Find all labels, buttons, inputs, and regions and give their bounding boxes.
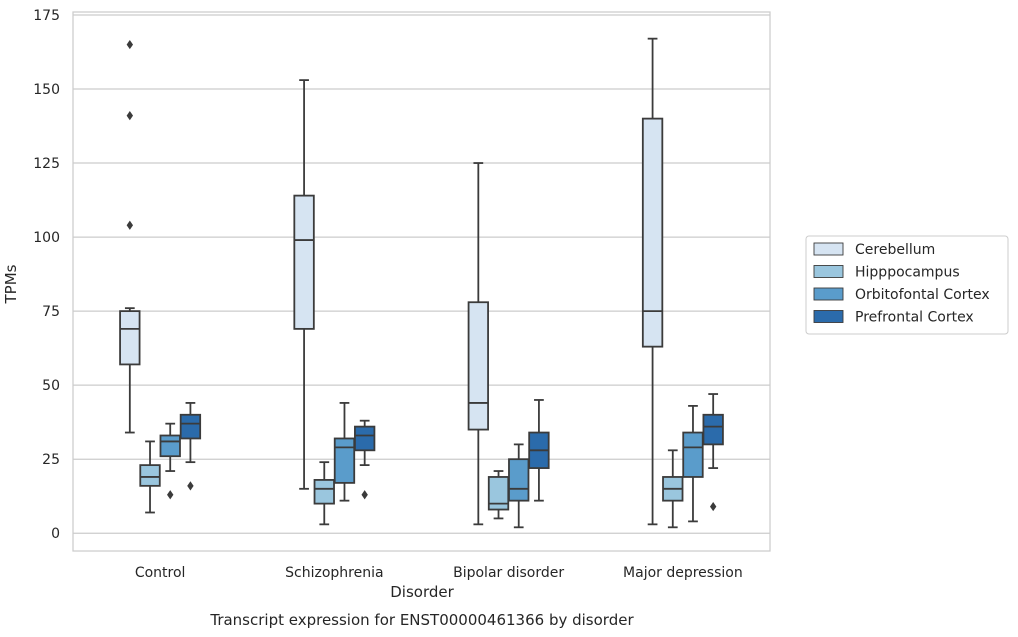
box-groups — [119, 37, 724, 529]
box-2-0 — [467, 162, 489, 526]
box-2-3 — [528, 399, 550, 502]
x-tick-label: Schizophrenia — [285, 565, 383, 581]
box-iqr — [119, 310, 141, 366]
legend-swatch — [813, 265, 844, 278]
box-iqr — [139, 464, 161, 487]
legend-item: Prefrontal Cortex — [813, 310, 974, 326]
box-iqr — [354, 425, 376, 452]
box-0-2 — [159, 422, 181, 500]
box-1-1 — [313, 461, 335, 526]
outlier-point — [187, 481, 194, 491]
y-tick-label: 0 — [51, 526, 60, 542]
legend-frame — [805, 235, 1009, 335]
box-iqr — [333, 437, 356, 484]
box-iqr — [467, 301, 489, 431]
y-axis-label: TPMs — [2, 264, 20, 304]
box-iqr — [682, 431, 704, 478]
box-3-1 — [662, 449, 684, 529]
legend-label: Cerebellum — [855, 242, 935, 258]
x-tick-label: Major depression — [623, 565, 743, 581]
legend-item: Cerebellum — [813, 242, 935, 258]
y-tick-label: 25 — [42, 452, 60, 468]
box-iqr — [293, 194, 315, 330]
box-iqr — [508, 458, 530, 502]
legend-item: Orbitofontal Cortex — [813, 287, 990, 303]
box-iqr — [487, 476, 510, 511]
legend: Cerebellum Hipppocampus Orbitofontal Corte… — [805, 235, 1009, 335]
box-iqr — [702, 413, 724, 446]
box-1-2 — [333, 402, 356, 502]
y-tick-label: 150 — [33, 82, 60, 98]
box-0-3 — [179, 402, 202, 491]
box-1-0 — [293, 79, 315, 490]
box-0-0 — [119, 39, 141, 434]
grid-lines — [73, 14, 770, 534]
legend-swatch — [813, 287, 844, 301]
legend-swatch — [813, 310, 844, 323]
legend-label: Orbitofontal Cortex — [855, 287, 990, 303]
box-3-3 — [702, 393, 724, 512]
legend-label: Prefrontal Cortex — [855, 310, 974, 326]
box-0-1 — [139, 440, 161, 514]
box-3-2 — [682, 404, 704, 523]
y-tick-label: 175 — [33, 8, 60, 24]
box-iqr — [179, 413, 202, 440]
box-3-0 — [641, 37, 664, 526]
legend-swatch — [813, 242, 844, 256]
y-tick-labels: 0 25 50 75 100 125 150 175 — [33, 8, 60, 542]
outlier-point — [126, 220, 134, 230]
legend-label: Hipppocampus — [855, 265, 960, 281]
x-tick-label: Bipolar disorder — [453, 565, 564, 581]
outlier-point — [126, 39, 134, 50]
y-tick-label: 100 — [33, 230, 60, 246]
outlier-point — [709, 501, 717, 512]
figure-caption: Transcript expression for ENST0000046136… — [209, 611, 634, 629]
box-iqr — [159, 434, 181, 458]
outlier-point — [126, 111, 134, 121]
box-2-2 — [508, 443, 530, 529]
box-iqr — [641, 117, 664, 348]
x-tick-labels: Control Schizophrenia Bipolar disorder Majo… — [135, 565, 743, 581]
x-axis-label: Disorder — [390, 583, 454, 601]
legend-item: Hipppocampus — [813, 265, 960, 281]
box-2-1 — [487, 470, 510, 520]
y-tick-label: 125 — [33, 156, 60, 172]
box-1-3 — [354, 419, 376, 500]
x-tick-label: Control — [135, 565, 186, 581]
plot-area-frame — [72, 11, 771, 552]
box-iqr — [313, 479, 335, 505]
outlier-point — [167, 490, 174, 500]
outlier-point — [361, 490, 368, 500]
y-tick-label: 75 — [42, 304, 60, 320]
y-tick-label: 50 — [42, 378, 60, 394]
